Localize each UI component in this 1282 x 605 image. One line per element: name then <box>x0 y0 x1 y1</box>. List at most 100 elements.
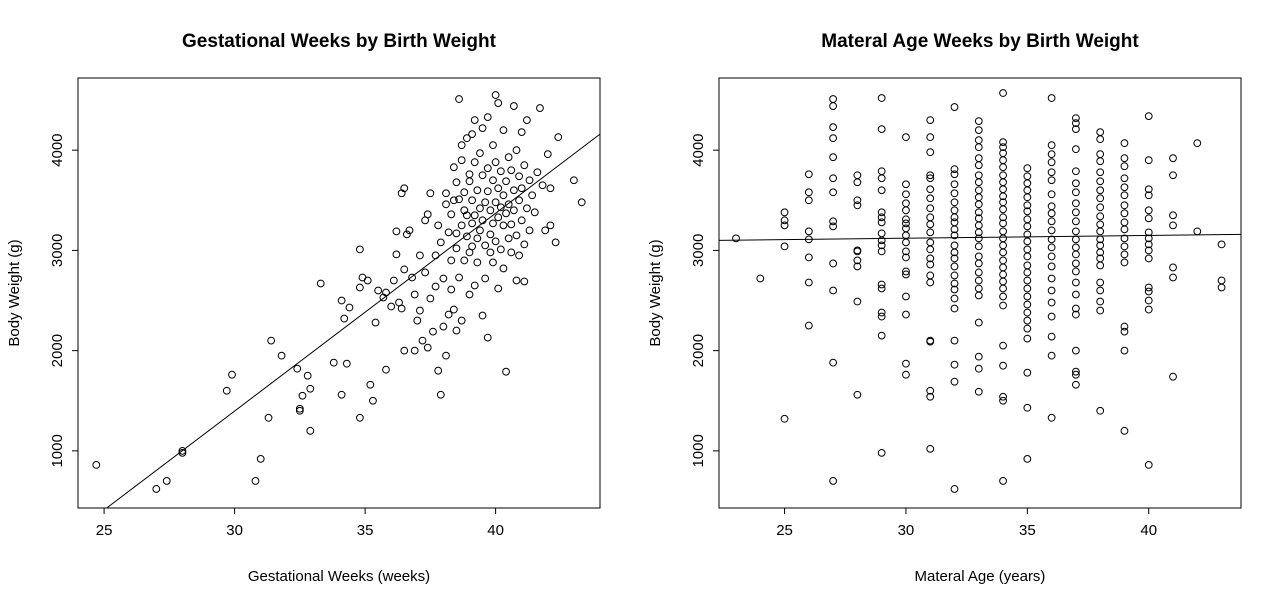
data-point <box>329 358 338 367</box>
data-point <box>926 174 935 183</box>
data-point <box>950 170 959 179</box>
data-point <box>804 227 813 236</box>
data-point <box>902 247 910 256</box>
data-point <box>1120 234 1129 243</box>
data-point <box>499 221 508 230</box>
data-point <box>877 284 886 293</box>
data-point <box>337 390 346 399</box>
data-point <box>829 102 838 110</box>
data-point <box>554 133 563 142</box>
data-point <box>507 220 516 229</box>
data-point <box>449 196 458 205</box>
data-point <box>496 245 505 254</box>
data-point <box>499 126 508 135</box>
data-point <box>1144 305 1153 314</box>
data-point <box>525 226 534 235</box>
data-point <box>902 215 910 224</box>
data-point <box>421 268 430 277</box>
data-point <box>974 252 983 261</box>
data-point <box>502 177 510 186</box>
data-point <box>533 168 542 177</box>
data-point <box>1072 290 1080 299</box>
data-point <box>804 278 813 287</box>
data-point <box>515 172 523 181</box>
data-point <box>1023 237 1032 246</box>
right-x-tick-label: 25 <box>776 522 793 539</box>
data-point <box>452 326 461 335</box>
left-plot-frame <box>77 77 601 509</box>
data-point <box>1047 217 1056 226</box>
data-point <box>520 161 529 170</box>
data-point <box>926 133 935 142</box>
data-point <box>877 247 886 256</box>
data-point <box>408 273 416 282</box>
data-point <box>926 238 935 247</box>
data-point <box>489 258 497 267</box>
data-point <box>1072 367 1080 376</box>
data-point <box>974 221 983 230</box>
data-point <box>1023 186 1032 195</box>
data-point <box>277 351 286 360</box>
data-point <box>355 283 364 292</box>
data-point <box>460 188 469 197</box>
right-y-tick-label: 3000 <box>690 234 707 267</box>
data-point <box>974 234 983 243</box>
data-point <box>483 164 492 173</box>
data-point <box>780 208 789 217</box>
data-point <box>974 136 983 145</box>
data-point <box>389 276 398 285</box>
data-point <box>1072 114 1080 122</box>
data-point <box>509 206 518 215</box>
data-point <box>345 303 354 312</box>
data-point <box>251 477 260 485</box>
data-point <box>950 294 959 303</box>
data-point <box>1072 259 1080 268</box>
data-point <box>504 234 513 243</box>
data-point <box>1023 292 1032 301</box>
data-point <box>877 448 886 457</box>
data-point <box>1217 240 1226 249</box>
data-point <box>1144 191 1153 200</box>
data-point <box>483 333 492 342</box>
data-point <box>400 265 409 274</box>
right-x-tick-label: 40 <box>1140 522 1157 539</box>
data-point <box>877 174 886 183</box>
data-point <box>1120 162 1129 171</box>
data-point <box>468 242 477 251</box>
data-point <box>1120 225 1129 234</box>
data-point <box>950 304 959 313</box>
data-point <box>853 171 862 180</box>
data-point <box>1023 300 1032 309</box>
data-point <box>1023 207 1032 216</box>
data-point <box>1072 235 1080 244</box>
data-point <box>1023 201 1032 210</box>
data-point <box>316 279 325 288</box>
data-point <box>999 205 1007 214</box>
left-axis-ticks: 25 30 35 40 1000 2000 3000 4000 <box>49 133 504 539</box>
data-point <box>298 391 307 400</box>
data-point <box>1169 263 1177 272</box>
data-point <box>499 191 508 200</box>
data-point <box>950 377 959 386</box>
data-point <box>974 193 983 202</box>
data-point <box>468 196 477 205</box>
data-point <box>999 270 1007 279</box>
data-point <box>447 256 456 265</box>
data-point <box>457 156 466 165</box>
left-x-tick-label: 25 <box>96 522 113 539</box>
data-point <box>295 406 304 415</box>
data-point <box>434 221 443 230</box>
data-point <box>829 174 838 183</box>
data-point <box>902 270 910 279</box>
data-point <box>950 198 959 207</box>
data-point <box>1096 297 1105 306</box>
data-point <box>1047 202 1056 211</box>
data-point <box>1023 261 1032 270</box>
data-point <box>1023 324 1032 333</box>
data-point <box>999 227 1007 236</box>
data-point <box>1120 139 1129 148</box>
data-point <box>1047 243 1056 252</box>
data-point <box>1144 185 1153 194</box>
right-trend-line <box>718 233 1242 241</box>
data-point <box>293 364 302 373</box>
